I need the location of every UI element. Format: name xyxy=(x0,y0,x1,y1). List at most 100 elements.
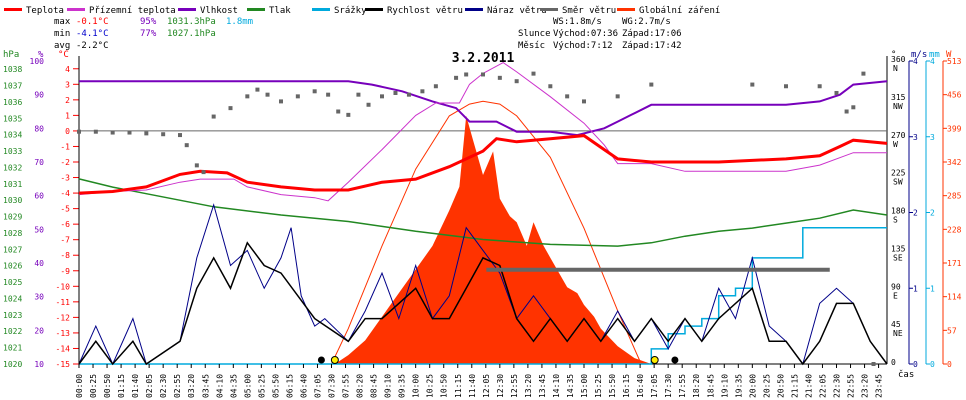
tick-rain: 0 xyxy=(930,360,935,369)
x-tick-label: 04:35 xyxy=(229,374,238,398)
moon-marker xyxy=(317,356,325,364)
wind-direction-point xyxy=(255,87,260,92)
wind-direction-point xyxy=(356,92,361,97)
tick-hpa: 1036 xyxy=(3,98,22,107)
tick-temp: -5 xyxy=(60,205,70,214)
wind-direction-point xyxy=(565,94,570,99)
stat-min-press: 1027.1hPa xyxy=(167,29,216,39)
info-moon-label: Měsíc xyxy=(518,41,545,51)
x-tick-label: 07:55 xyxy=(342,374,351,398)
axis-unit-labels: hPa % °C ° m/s mm W čas xyxy=(3,50,952,380)
x-tick-label: 09:35 xyxy=(398,374,407,398)
tick-hpa: 1028 xyxy=(3,229,22,238)
tick-rad: 285 xyxy=(947,192,962,201)
sun-marker xyxy=(330,356,339,364)
tick-rain: 4 xyxy=(930,57,935,66)
tick-wind: 3 xyxy=(913,133,918,142)
series-pressure xyxy=(78,178,888,247)
legend-swatch xyxy=(365,8,383,11)
tick-pct: 100 xyxy=(30,57,45,66)
x-tick-label: 05:25 xyxy=(257,374,266,398)
wind-direction-point xyxy=(861,71,866,76)
tick-temp: -1 xyxy=(60,142,70,151)
info-block: WS:1.8m/s WG:2.7m/s Slunce Východ:07:36 … xyxy=(518,17,682,51)
tick-temp: 2 xyxy=(65,96,70,105)
wind-direction-point xyxy=(184,143,189,148)
tick-temp: -8 xyxy=(60,251,70,260)
wind-direction-point xyxy=(194,163,199,168)
legend-swatch xyxy=(312,8,330,11)
x-tick-label: 23:20 xyxy=(861,374,870,398)
axis-ticks: 1038103710361035103410331032103110301029… xyxy=(3,55,962,369)
legend-label: Rychlost větru xyxy=(387,6,463,16)
tick-pct: 70 xyxy=(34,158,44,167)
tick-hpa: 1038 xyxy=(3,65,22,74)
series-clear-sky-radiation xyxy=(331,100,642,365)
tick-pct: 50 xyxy=(34,225,44,234)
wind-direction-point xyxy=(548,84,553,89)
x-tick-label: 17:55 xyxy=(678,374,687,398)
x-tick-label: 08:45 xyxy=(370,374,379,398)
tick-dir-name: W xyxy=(893,140,898,149)
axis-hpa-label: hPa xyxy=(3,50,19,60)
wind-direction-point xyxy=(178,133,182,138)
tick-temp: -6 xyxy=(60,220,70,229)
tick-pct: 10 xyxy=(34,360,44,369)
x-tick-label: 04:10 xyxy=(215,374,224,398)
wind-direction-point xyxy=(127,130,132,135)
x-tick-label: 11:15 xyxy=(454,374,463,398)
info-ws: WS:1.8m/s xyxy=(553,17,602,27)
x-tick-label: 01:15 xyxy=(117,374,126,398)
x-tick-label: 16:15 xyxy=(622,374,631,398)
x-tick-label: 05:00 xyxy=(243,374,252,398)
tick-pct: 40 xyxy=(34,259,44,268)
tick-dir: 270 xyxy=(891,131,906,140)
x-tick-label: 02:30 xyxy=(159,374,168,398)
legend-label: Náraz větru xyxy=(487,6,547,16)
legend-swatch xyxy=(465,8,483,11)
info-sun-label: Slunce xyxy=(518,29,551,39)
legend-label: Vlhkost xyxy=(200,6,238,16)
wind-direction-point xyxy=(433,84,438,89)
wind-direction-point xyxy=(871,362,876,366)
x-tick-label: 14:10 xyxy=(552,374,561,398)
info-wg: WG:2.7m/s xyxy=(622,17,671,27)
wind-direction-point xyxy=(336,109,341,114)
tick-dir: 0 xyxy=(891,358,896,367)
tick-rad: 228 xyxy=(947,225,962,234)
tick-temp: -11 xyxy=(56,298,71,307)
wind-direction-point xyxy=(265,92,270,97)
x-tick-label: 20:50 xyxy=(776,374,785,398)
axis-rad-label: W xyxy=(946,50,952,60)
tick-hpa: 1026 xyxy=(3,262,22,271)
x-tick-label: 20:25 xyxy=(762,374,771,398)
x-tick-label: 06:40 xyxy=(299,374,308,398)
x-tick-label: 18:45 xyxy=(706,374,715,398)
x-tick-label: 02:05 xyxy=(145,374,154,398)
tick-dir-name: E xyxy=(893,291,898,300)
plot-series xyxy=(77,62,888,366)
x-tick-label: 05:50 xyxy=(271,374,280,398)
tick-wind: 1 xyxy=(913,284,918,293)
wind-direction-point xyxy=(420,89,425,94)
series-temperature xyxy=(78,134,888,195)
legend-label: Srážky xyxy=(334,6,367,16)
tick-temp: 4 xyxy=(65,65,70,74)
x-tick-label: 00:25 xyxy=(89,374,98,398)
wind-direction-point xyxy=(497,75,502,80)
legend-label: Globální záření xyxy=(639,6,720,16)
tick-dir: 225 xyxy=(891,169,906,178)
tick-temp: 3 xyxy=(65,80,70,89)
wind-direction-point xyxy=(312,89,317,94)
tick-rad: 0 xyxy=(947,360,952,369)
axis-dir-label: ° xyxy=(891,50,896,60)
wind-direction-point xyxy=(326,92,331,97)
tick-temp: -2 xyxy=(60,158,70,167)
x-tick-label: 12:05 xyxy=(482,374,491,398)
tick-temp: -9 xyxy=(60,267,70,276)
wind-direction-point xyxy=(582,99,586,104)
x-tick-label: 00:00 xyxy=(75,374,84,398)
tick-rad: 456 xyxy=(947,91,962,100)
stat-max-temp: -0.1°C xyxy=(76,17,109,27)
